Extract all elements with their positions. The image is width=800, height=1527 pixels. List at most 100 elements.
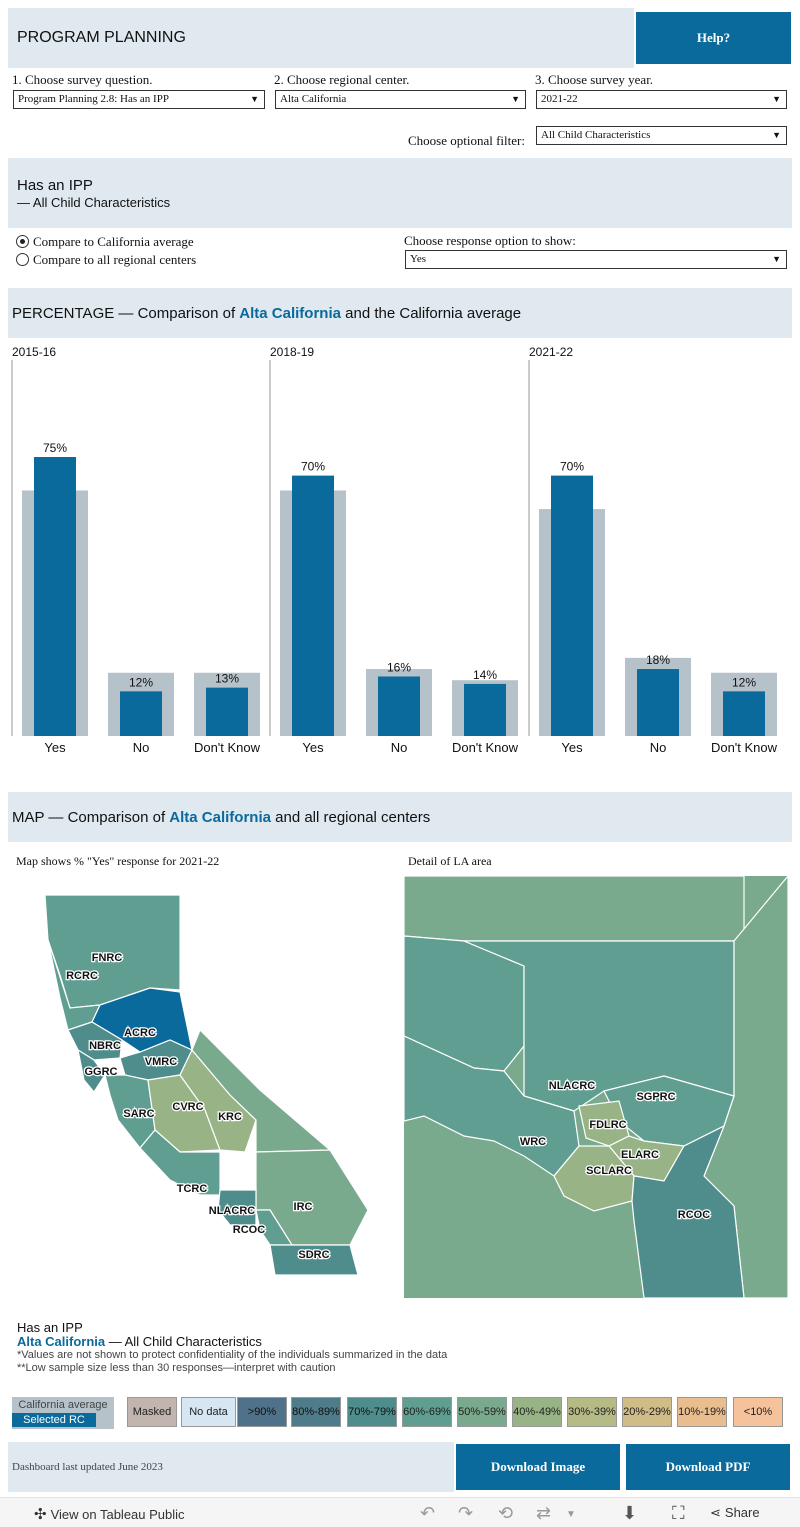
confidentiality-note: *Values are not shown to protect confide… [17, 1349, 448, 1361]
radio-compare-ca-label: Compare to California average [33, 234, 194, 249]
share-button[interactable]: ⋖ Share [710, 1505, 760, 1521]
map-header [8, 792, 792, 842]
response-label: Choose response option to show: [404, 233, 576, 248]
la-map-label: NLACRC [549, 1080, 595, 1092]
data-label: 16% [387, 660, 411, 674]
help-button[interactable]: Help? [636, 12, 791, 64]
panel-year-label: 2015-16 [12, 345, 56, 359]
data-label: 75% [43, 441, 67, 455]
map-label: SARC [123, 1108, 154, 1120]
map-label: VMRC [145, 1056, 177, 1068]
question-dropdown[interactable]: Program Planning 2.8: Has an IPP ▼ [13, 90, 265, 109]
data-label: 12% [732, 675, 756, 689]
selected-bar [34, 457, 76, 736]
percentage-title: PERCENTAGE — Comparison of Alta Californ… [12, 305, 521, 322]
data-label: 18% [646, 653, 670, 667]
notes-title: Has an IPP [17, 1320, 83, 1335]
la-detail-map[interactable]: NLACRC SGPRC FDLRC WRC ELARC SCLARC RCOC [404, 876, 788, 1298]
legend-swatch: 10%-19% [677, 1397, 727, 1427]
selected-bar [292, 475, 334, 736]
data-label: 70% [560, 460, 584, 474]
legend-swatch: 60%-69% [402, 1397, 452, 1427]
download-image-button[interactable]: Download Image [456, 1444, 620, 1490]
map-title-suffix: and all regional centers [270, 809, 431, 826]
chevron-down-icon: ▼ [772, 94, 781, 104]
region-tcrc [139, 1129, 221, 1196]
year-value: 2021-22 [541, 93, 578, 105]
question-label: 1. Choose survey question. [12, 72, 153, 87]
category-label: Yes [302, 740, 324, 755]
data-label: 12% [129, 675, 153, 689]
la-map-label: RCOC [678, 1209, 710, 1221]
map-label: TCRC [177, 1183, 208, 1195]
redo-icon[interactable]: ↷ [458, 1503, 474, 1523]
map-title-center: Alta California [169, 809, 271, 826]
year-dropdown[interactable]: 2021-22 ▼ [536, 90, 787, 109]
header-bar [8, 8, 634, 68]
selected-bar [464, 683, 506, 736]
chevron-down-icon: ▼ [511, 94, 520, 104]
map-label: NLACRC [209, 1205, 255, 1217]
map-title: MAP — Comparison of Alta California and … [12, 809, 430, 826]
la-region-wrc [404, 1035, 580, 1177]
fullscreen-icon[interactable]: ⛶ [672, 1503, 685, 1523]
download-pdf-button[interactable]: Download PDF [626, 1444, 790, 1490]
response-value: Yes [410, 253, 427, 265]
legend-swatch: 40%-49% [512, 1397, 562, 1427]
legend-selected-rc: Selected RC [12, 1413, 114, 1429]
percentage-title-prefix: PERCENTAGE — Comparison of [12, 305, 240, 322]
radio-empty-icon [16, 253, 29, 266]
selected-bar [723, 691, 765, 736]
notes-center: Alta California [17, 1334, 106, 1349]
map-label: KRC [218, 1111, 242, 1123]
selected-bar [551, 475, 593, 736]
radio-compare-ca[interactable]: Compare to California average [16, 234, 194, 249]
chevron-down-icon[interactable]: ▼ [566, 1509, 576, 1520]
legend-selected-rc-swatch: Selected RC [12, 1413, 96, 1427]
percentage-title-suffix: and the California average [340, 305, 522, 322]
undo-icon[interactable]: ↶ [420, 1503, 436, 1523]
download-icon[interactable]: ⬇ [622, 1503, 638, 1523]
tableau-toolbar [0, 1497, 800, 1527]
legend-swatch: >90% [237, 1397, 287, 1427]
center-dropdown[interactable]: Alta California ▼ [275, 90, 526, 109]
chevron-down-icon: ▼ [772, 130, 781, 140]
legend-swatch: 80%-89% [291, 1397, 341, 1427]
center-value: Alta California [280, 93, 347, 105]
chevron-down-icon: ▼ [250, 94, 259, 104]
response-dropdown[interactable]: Yes ▼ [405, 250, 787, 269]
view-on-tableau-label: View on Tableau Public [50, 1507, 185, 1522]
filter-dropdown[interactable]: All Child Characteristics ▼ [536, 126, 787, 145]
region-nlacrc [217, 1189, 257, 1226]
filter-label: Choose optional filter: [408, 133, 525, 148]
revert-icon[interactable]: ⟲ [498, 1503, 514, 1523]
selected-bar [206, 687, 248, 736]
california-map[interactable]: FNRC RCRC ACRC NBRC VMRC GGRC CVRC KRC S… [30, 880, 380, 1280]
percentage-bar-chart: 2015-16 75% Yes 12% No 13% Don't Know 2018-19 70… [11, 345, 778, 755]
legend-swatch: 50%-59% [457, 1397, 507, 1427]
percentage-title-center: Alta California [239, 305, 341, 322]
category-label: No [391, 740, 408, 755]
tableau-logo-icon: ✣ [34, 1506, 47, 1523]
question-value: Program Planning 2.8: Has an IPP [18, 93, 169, 105]
refresh-icon[interactable]: ⇄ [536, 1503, 552, 1523]
percentage-header [8, 288, 792, 338]
map-label: CVRC [172, 1101, 203, 1113]
map-label: RCRC [66, 970, 98, 982]
data-label: 70% [301, 460, 325, 474]
la-region-north [404, 876, 745, 942]
la-region-sclarc [553, 1145, 635, 1212]
notes-suffix: — All Child Characteristics [105, 1334, 262, 1349]
notes-subtitle: Alta California — All Child Characterist… [17, 1334, 262, 1349]
legend-swatch: Masked [127, 1397, 177, 1427]
radio-compare-all[interactable]: Compare to all regional centers [16, 252, 196, 267]
map-title-prefix: MAP — Comparison of [12, 809, 170, 826]
category-label: No [650, 740, 667, 755]
legend-swatch: 20%-29% [622, 1397, 672, 1427]
legend-swatch: 70%-79% [347, 1397, 397, 1427]
legend-swatch: 30%-39% [567, 1397, 617, 1427]
la-detail-caption: Detail of LA area [408, 854, 492, 868]
map-label: RCOC [233, 1224, 265, 1236]
view-on-tableau-link[interactable]: ✣ View on Tableau Public [34, 1505, 185, 1523]
category-label: Yes [561, 740, 583, 755]
